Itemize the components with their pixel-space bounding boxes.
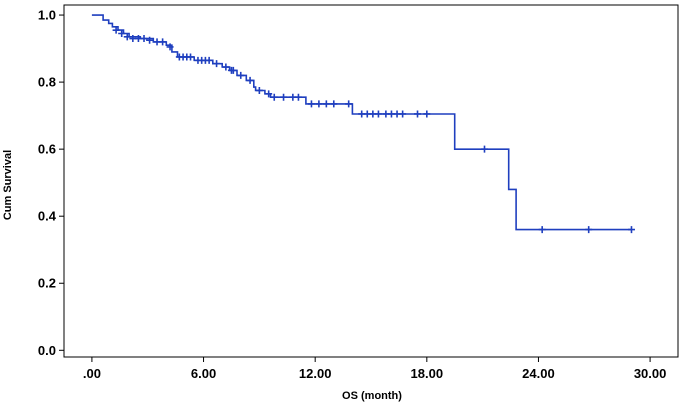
x-tick-label: 24.00 [522, 366, 555, 381]
censor-mark [414, 110, 422, 118]
censor-mark [315, 100, 323, 108]
censor-mark [270, 93, 278, 101]
censor-mark [585, 226, 593, 234]
censor-mark [330, 100, 338, 108]
y-axis-title: Cum Survival [2, 150, 14, 220]
censor-mark [627, 226, 635, 234]
y-tick-label: 0.8 [38, 75, 56, 90]
x-tick-label: 6.00 [191, 366, 216, 381]
censor-mark [146, 36, 154, 44]
censor-mark [423, 110, 431, 118]
censor-mark [399, 110, 407, 118]
censor-mark [255, 86, 263, 94]
x-tick-label: 12.00 [299, 366, 332, 381]
censor-mark [140, 35, 148, 43]
censor-mark [246, 76, 254, 84]
y-axis: 0.0 0.2 0.4 0.6 0.8 1.0 [38, 8, 64, 358]
censor-mark [222, 63, 230, 71]
censor-mark [118, 29, 126, 37]
x-tick-label: 18.00 [411, 366, 444, 381]
censor-mark [480, 145, 488, 153]
censor-mark [237, 71, 245, 79]
censor-mark [307, 100, 315, 108]
x-axis-title: OS (month) [342, 390, 402, 402]
y-tick-label: 0.2 [38, 276, 56, 291]
censor-mark [294, 93, 302, 101]
x-axis: .00 6.00 12.00 18.00 24.00 30.00 [83, 357, 666, 381]
censor-mark [123, 33, 131, 41]
censor-mark [280, 93, 288, 101]
censor-mark [159, 38, 167, 46]
y-tick-label: 0.0 [38, 343, 56, 358]
censor-mark [345, 100, 353, 108]
y-tick-label: 1.0 [38, 8, 56, 23]
plot-frame [63, 4, 679, 358]
censor-mark [229, 66, 237, 74]
censor-mark [322, 100, 330, 108]
y-tick-label: 0.6 [38, 142, 56, 157]
y-tick-label: 0.4 [38, 209, 57, 224]
censor-mark [205, 56, 213, 64]
censor-mark [112, 26, 120, 34]
censor-mark [187, 53, 195, 61]
censor-layer [112, 26, 635, 234]
x-tick-label: 30.00 [634, 366, 667, 381]
censor-mark [538, 226, 546, 234]
censor-mark [265, 90, 273, 98]
x-tick-label: .00 [83, 366, 101, 381]
censor-mark [213, 60, 221, 68]
censor-mark [374, 110, 382, 118]
censor-mark [166, 43, 174, 51]
